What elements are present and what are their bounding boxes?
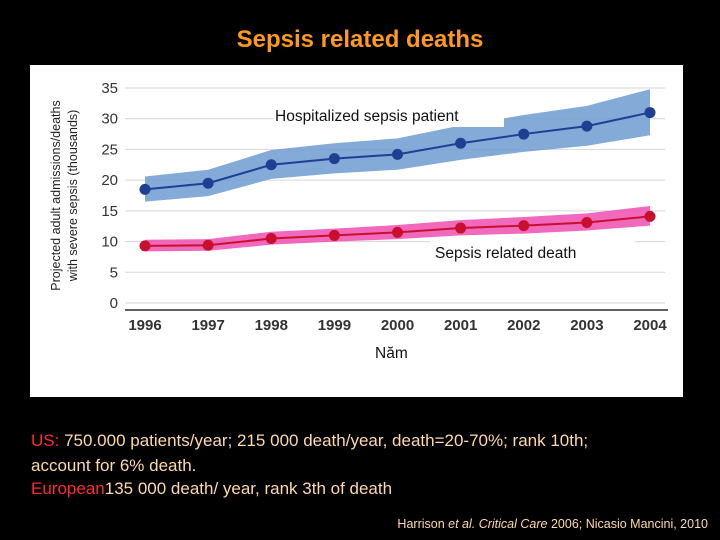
slide-title: Sepsis related deaths [236, 26, 484, 53]
point-series-1-1997 [202, 177, 214, 189]
x-tick-1997: 1997 [191, 317, 224, 334]
y-tick-labels: 0 5 10 15 20 25 30 35 [101, 80, 118, 312]
x-tick-2001: 2001 [444, 317, 477, 334]
x-axis-label: Năm [375, 345, 408, 362]
series-label-death: Sepsis related death [430, 240, 635, 264]
x-tick-1999: 1999 [318, 317, 351, 334]
sepsis-line-chart: 0 5 10 15 20 25 30 35 1996 1997 1998 1999 2000 2001 2… [49, 80, 668, 362]
x-tick-2003: 2003 [570, 317, 603, 334]
point-series-2-1996 [139, 240, 151, 252]
y-axis-label-line2: with severe sepsis (thousands) [66, 110, 80, 283]
y-tick-5: 5 [110, 264, 118, 281]
citation: Harrison et al. Critical Care 2006; Nica… [397, 517, 708, 531]
y-axis-label-line1: Projected adult admissions/deaths [49, 100, 63, 290]
point-series-2-1999 [328, 229, 340, 241]
point-series-1-1999 [328, 153, 340, 165]
x-tick-1996: 1996 [128, 317, 161, 334]
europe-label: European [31, 479, 105, 498]
x-tick-labels: 1996 1997 1998 1999 2000 2001 2002 2003 2004 [128, 317, 667, 334]
us-share-line: account for 6% death. [31, 456, 197, 475]
point-series-1-2001 [455, 137, 467, 149]
series-label-death-text: Sepsis related death [435, 245, 576, 262]
x-tick-2004: 2004 [633, 317, 667, 334]
y-tick-35: 35 [101, 80, 118, 97]
point-series-2-1997 [202, 239, 214, 251]
y-tick-25: 25 [101, 141, 118, 158]
y-tick-20: 20 [101, 172, 118, 189]
x-tick-2000: 2000 [381, 317, 414, 334]
point-series-2-2000 [392, 226, 403, 238]
chart-panel: 0 5 10 15 20 25 30 35 1996 1997 1998 1999 2000 2001 2… [30, 65, 683, 397]
y-tick-10: 10 [101, 234, 118, 251]
y-tick-0: 0 [110, 295, 118, 312]
point-series-1-2000 [392, 148, 403, 160]
band-series-1 [145, 89, 650, 202]
point-series-1-1998 [265, 159, 277, 171]
y-tick-30: 30 [101, 111, 118, 128]
point-series-2-2002 [518, 220, 530, 232]
point-series-1-2003 [581, 120, 593, 132]
us-label: US: [31, 431, 60, 450]
point-series-2-2003 [581, 217, 593, 229]
x-tick-2002: 2002 [507, 317, 540, 334]
citation-authors: Harrison [397, 517, 449, 531]
series-label-hospitalized-text: Hospitalized sepsis patient [275, 108, 459, 125]
point-series-2-2001 [455, 222, 467, 234]
citation-journal: et al. Critical Care [448, 517, 548, 531]
point-series-1-1996 [139, 183, 151, 195]
citation-rest: 2006; Nicasio Mancini, 2010 [547, 517, 708, 531]
point-series-1-2002 [518, 128, 530, 140]
point-series-1-2004 [644, 107, 656, 119]
europe-stats-line: European135 000 death/ year, rank 3th of… [31, 479, 392, 499]
us-stats: 750.000 patients/year; 215 000 death/yea… [59, 431, 589, 450]
point-series-2-2004 [644, 210, 656, 222]
x-tick-1998: 1998 [255, 317, 288, 334]
series-label-hospitalized: Hospitalized sepsis patient [274, 103, 504, 127]
y-tick-15: 15 [101, 203, 118, 220]
us-stats-line: US: 750.000 patients/year; 215 000 death… [31, 431, 588, 451]
point-series-2-1998 [265, 233, 277, 244]
europe-stats: 135 000 death/ year, rank 3th of death [104, 479, 393, 498]
data-points [139, 107, 656, 252]
